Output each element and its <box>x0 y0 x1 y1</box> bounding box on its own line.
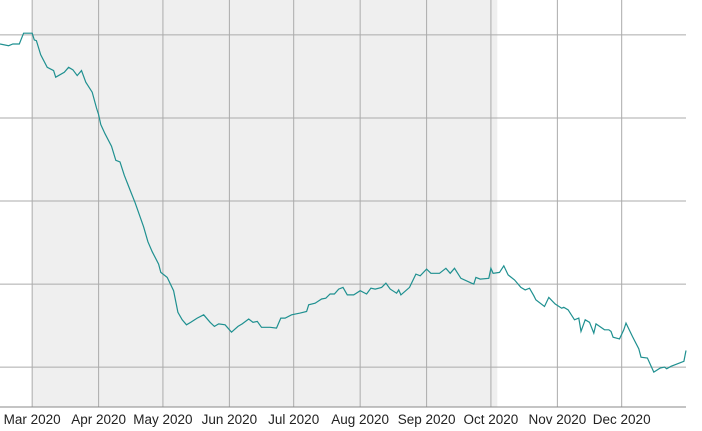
shaded-region <box>32 0 498 407</box>
x-tick-label: Dec 2020 <box>593 412 651 427</box>
x-tick-label: Mar 2020 <box>4 412 61 427</box>
x-tick-label: Nov 2020 <box>528 412 586 427</box>
x-tick-label: May 2020 <box>133 412 192 427</box>
x-tick-label: Aug 2020 <box>331 412 389 427</box>
data-line <box>0 32 687 373</box>
x-tick-label: Jul 2020 <box>268 412 319 427</box>
x-tick-label: Oct 2020 <box>464 412 519 427</box>
x-tick-label: Apr 2020 <box>71 412 126 427</box>
x-tick-label: Sep 2020 <box>398 412 456 427</box>
x-tick-label: Jun 2020 <box>202 412 258 427</box>
